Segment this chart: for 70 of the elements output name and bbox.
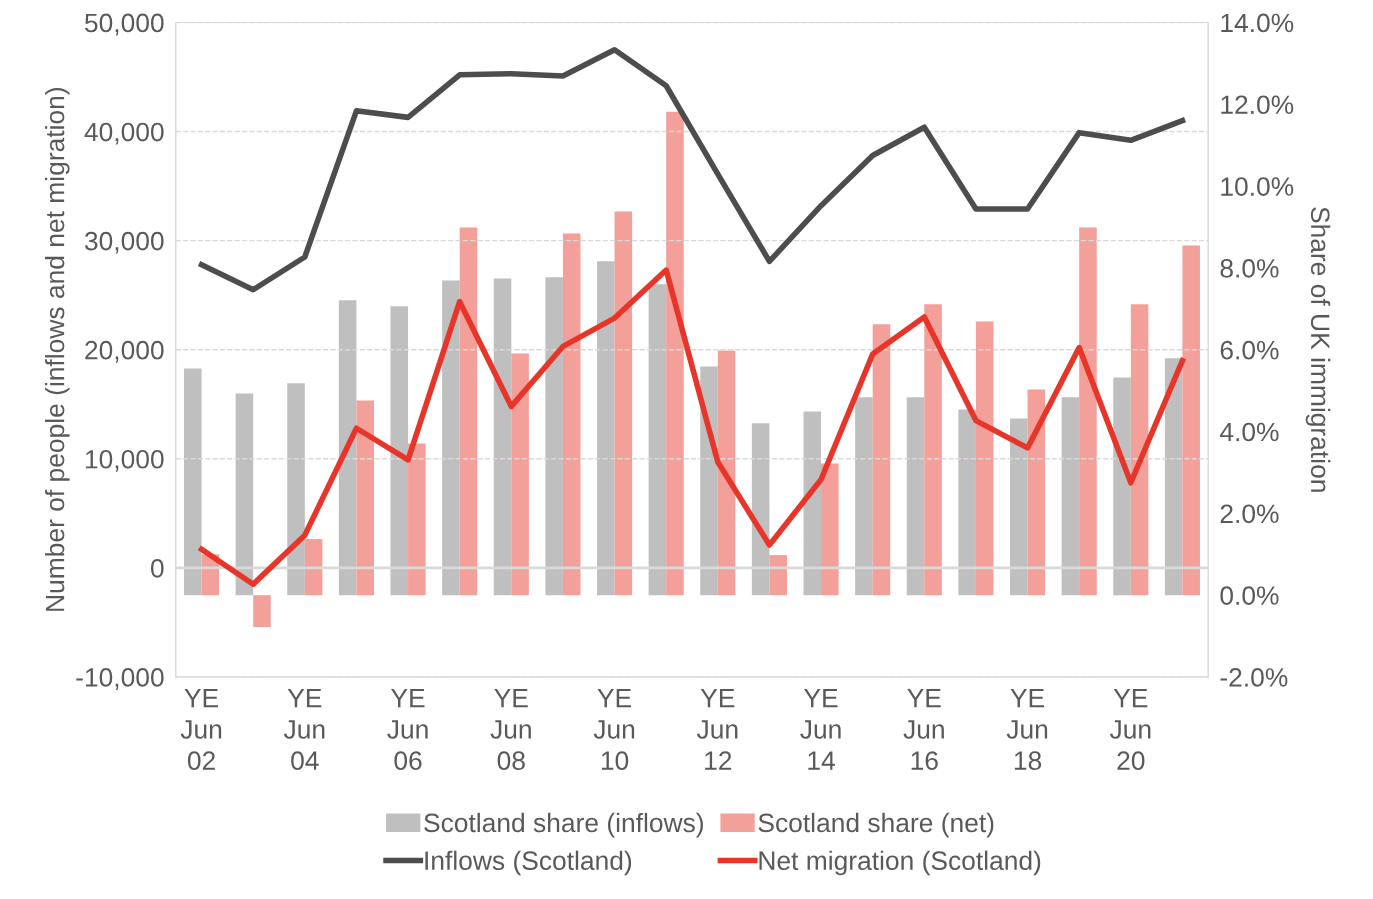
bar [1010,418,1028,596]
bar [304,539,323,596]
bar [597,261,615,596]
bar [666,111,684,596]
x-tick-label: YE Jun 20 [1109,689,1151,771]
x-tick-label: YE Jun 12 [696,689,738,770]
x-tick-label: YE Jun 02 [180,689,222,771]
y2-tick-label: 2.0% [1220,504,1279,524]
bar [184,368,202,596]
x-tick-label: YE Jun 06 [387,689,428,771]
y2-tick-label: -2.0% [1220,668,1288,687]
bar [408,443,426,596]
bar [1130,304,1149,596]
y2-tick-label: 8.0% [1220,259,1279,278]
bar [975,321,994,596]
x-tick-label: YE Jun 10 [593,689,635,771]
y-tick-label: 50,000 [84,13,164,36]
legend-label: Scotland share (net) [758,812,994,838]
y-tick-label: -10,000 [76,668,164,690]
y2-axis-title: Share of UK immigration [1305,207,1331,492]
x-tick-label: YE Jun 04 [283,689,325,771]
y2-tick-label: 12.0% [1221,95,1294,115]
bar [338,300,357,596]
bar [493,278,512,596]
y-tick-label: 20,000 [85,340,164,363]
bar [614,211,633,596]
bar [356,400,374,596]
bar [1182,245,1200,596]
bar [906,397,925,596]
y-tick-label: 0 [150,559,164,578]
legend-label: Inflows (Scotland) [425,850,632,876]
bar [235,393,254,596]
x-tick-label: YE Jun 14 [800,689,841,770]
bar [1061,397,1080,596]
bar [545,277,563,596]
bar [700,366,718,596]
y2-tick-label: 6.0% [1220,340,1279,360]
bar [648,284,667,596]
bar [1079,227,1097,596]
y2-tick-label: 10.0% [1221,177,1294,196]
bar [287,383,305,596]
bar [511,353,529,596]
bar [442,280,460,596]
x-tick-label: YE Jun 16 [903,689,944,771]
y-tick-label: 40,000 [84,122,164,145]
bar [253,595,271,628]
bar [855,397,873,596]
bar [821,463,839,596]
bar [459,227,478,596]
x-tick-label: YE Jun 08 [490,689,531,771]
bar [390,306,409,596]
bar [1164,358,1183,596]
bar [769,555,787,596]
bar [803,411,822,596]
y2-tick-label: 14.0% [1221,13,1294,33]
bar [958,409,976,596]
bar [717,350,736,596]
bar [1113,377,1131,596]
bar [562,233,581,596]
x-tick-label: YE Jun 18 [1006,689,1048,771]
bar [1027,389,1046,596]
y2-tick-label: 4.0% [1219,422,1279,442]
y-axis-title: Number of people (inflows and net migration) [44,88,70,611]
y-tick-label: 10,000 [85,449,164,472]
y-tick-label: 30,000 [84,231,164,254]
bar [924,304,942,596]
y2-tick-label: 0.0% [1220,586,1279,605]
legend-label: Scotland share (inflows) [424,812,703,838]
bar [872,324,891,596]
legend-label: Net migration (Scotland) [759,850,1041,876]
